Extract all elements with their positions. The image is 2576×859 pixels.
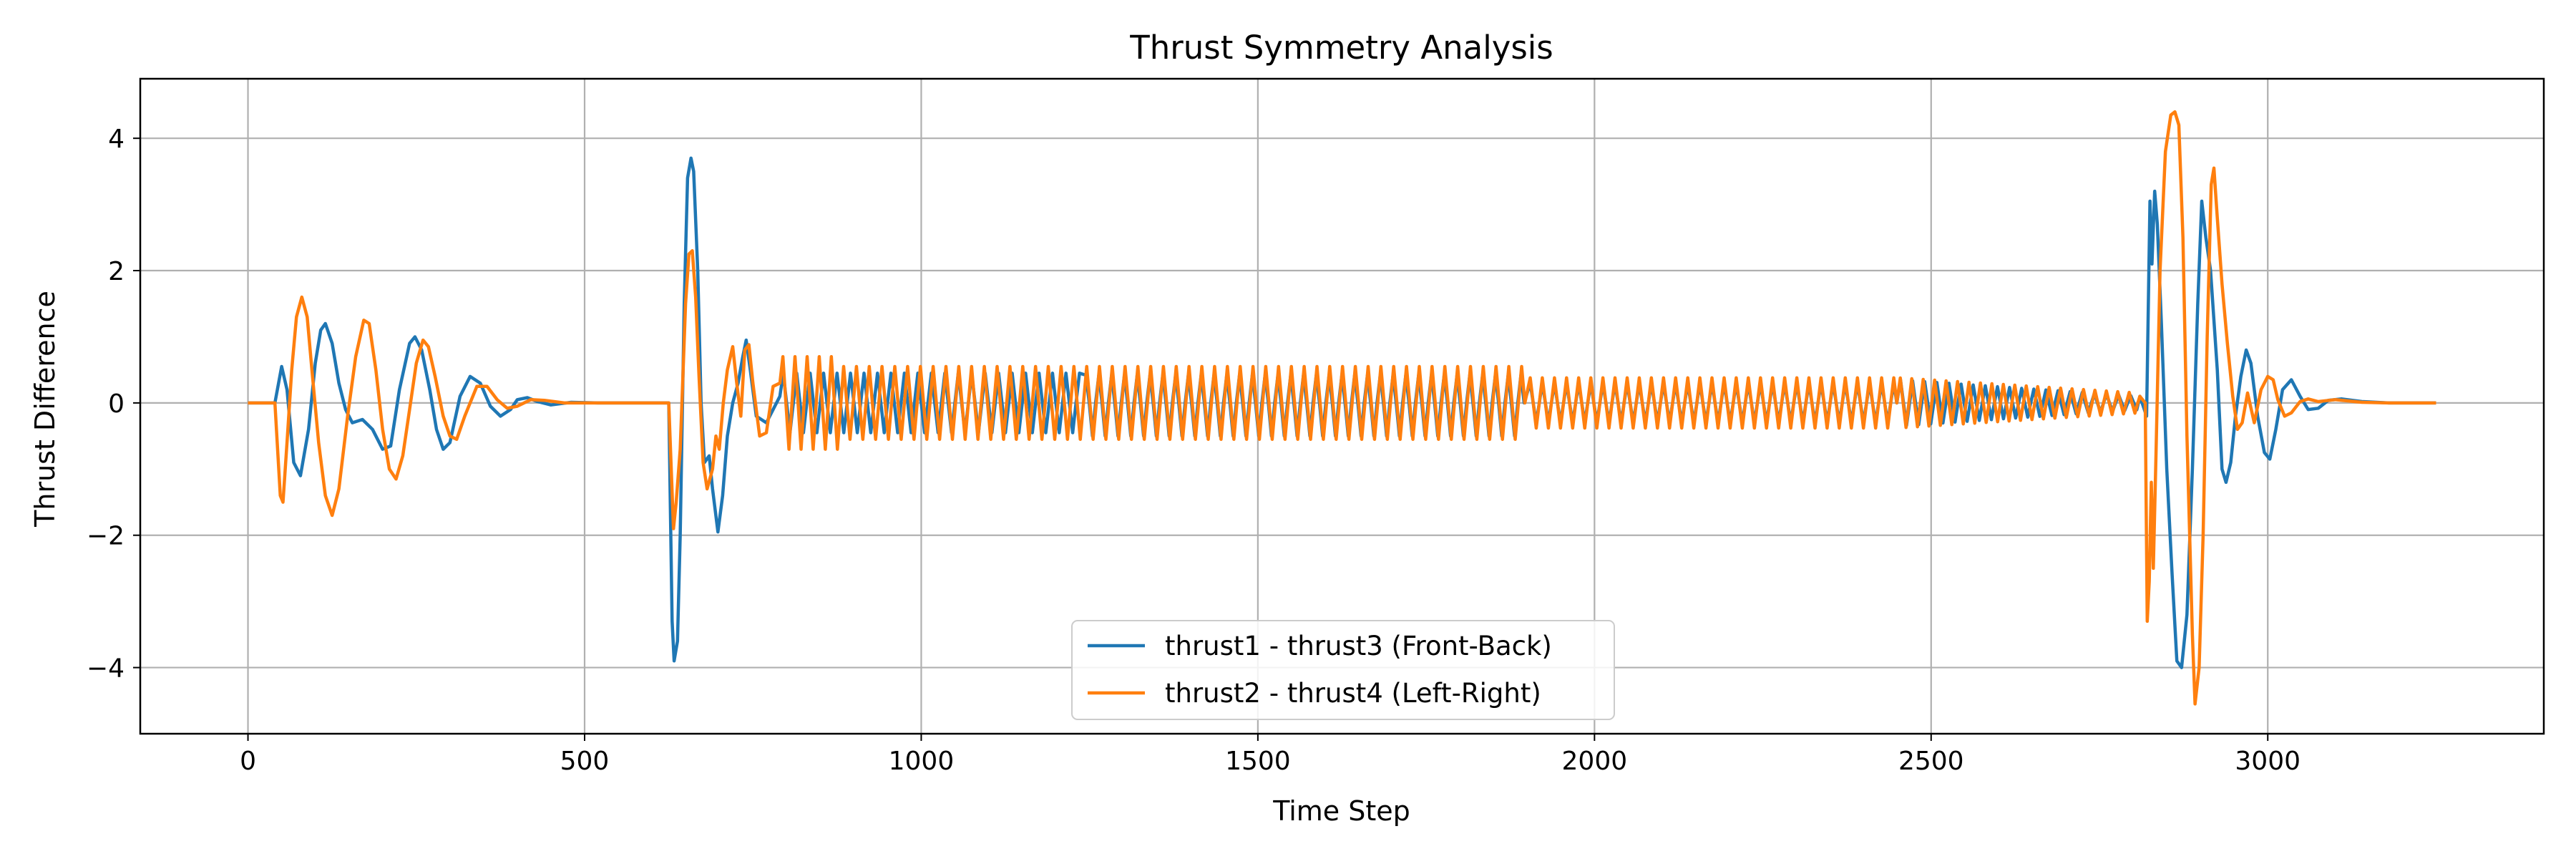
x-tick-label: 0 [240, 747, 256, 776]
y-tick-label: −2 [87, 522, 125, 551]
x-tick-label: 500 [560, 747, 610, 776]
legend-label-left-right: thrust2 - thrust4 (Left-Right) [1165, 678, 1541, 709]
y-tick-label: 0 [108, 389, 125, 419]
x-tick-label: 2000 [1562, 747, 1628, 776]
x-tick-label: 2500 [1898, 747, 1964, 776]
y-tick-label: 2 [108, 257, 125, 286]
series-line-0 [248, 156, 2436, 669]
legend: thrust1 - thrust3 (Front-Back) thrust2 -… [1071, 620, 1615, 720]
series-layer [248, 110, 2436, 706]
y-tick-label: 4 [108, 125, 125, 154]
x-axis-label: Time Step [1272, 795, 1410, 827]
plot-frame [139, 77, 2545, 735]
x-tick-label: 1500 [1225, 747, 1291, 776]
chart-title: Thrust Symmetry Analysis [1129, 29, 1553, 67]
x-tick-label: 1000 [889, 747, 955, 776]
ticks: 0 500 1000 1500 2000 2500 3000 −4 −2 0 2 4 [87, 125, 2301, 776]
y-axis-label: Thrust Difference [29, 291, 61, 528]
y-tick-label: −4 [87, 654, 125, 684]
series-line-1 [248, 110, 2436, 706]
x-tick-label: 3000 [2235, 747, 2301, 776]
legend-box [1071, 620, 1615, 720]
legend-label-front-back: thrust1 - thrust3 (Front-Back) [1165, 631, 1552, 661]
